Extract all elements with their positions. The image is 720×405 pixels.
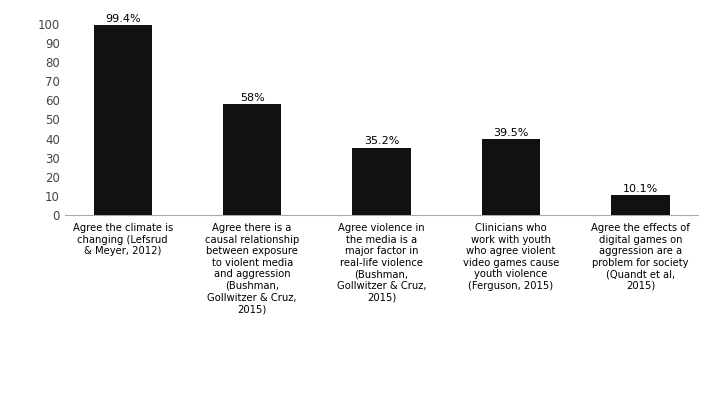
Text: 99.4%: 99.4% [105, 14, 140, 24]
Text: 58%: 58% [240, 93, 264, 103]
Text: 10.1%: 10.1% [623, 184, 658, 194]
Bar [353, 148, 410, 215]
Bar [94, 26, 152, 215]
Text: 39.5%: 39.5% [493, 128, 528, 138]
Bar [611, 196, 670, 215]
Bar [223, 104, 282, 215]
Bar [482, 139, 540, 215]
Text: 35.2%: 35.2% [364, 136, 400, 146]
